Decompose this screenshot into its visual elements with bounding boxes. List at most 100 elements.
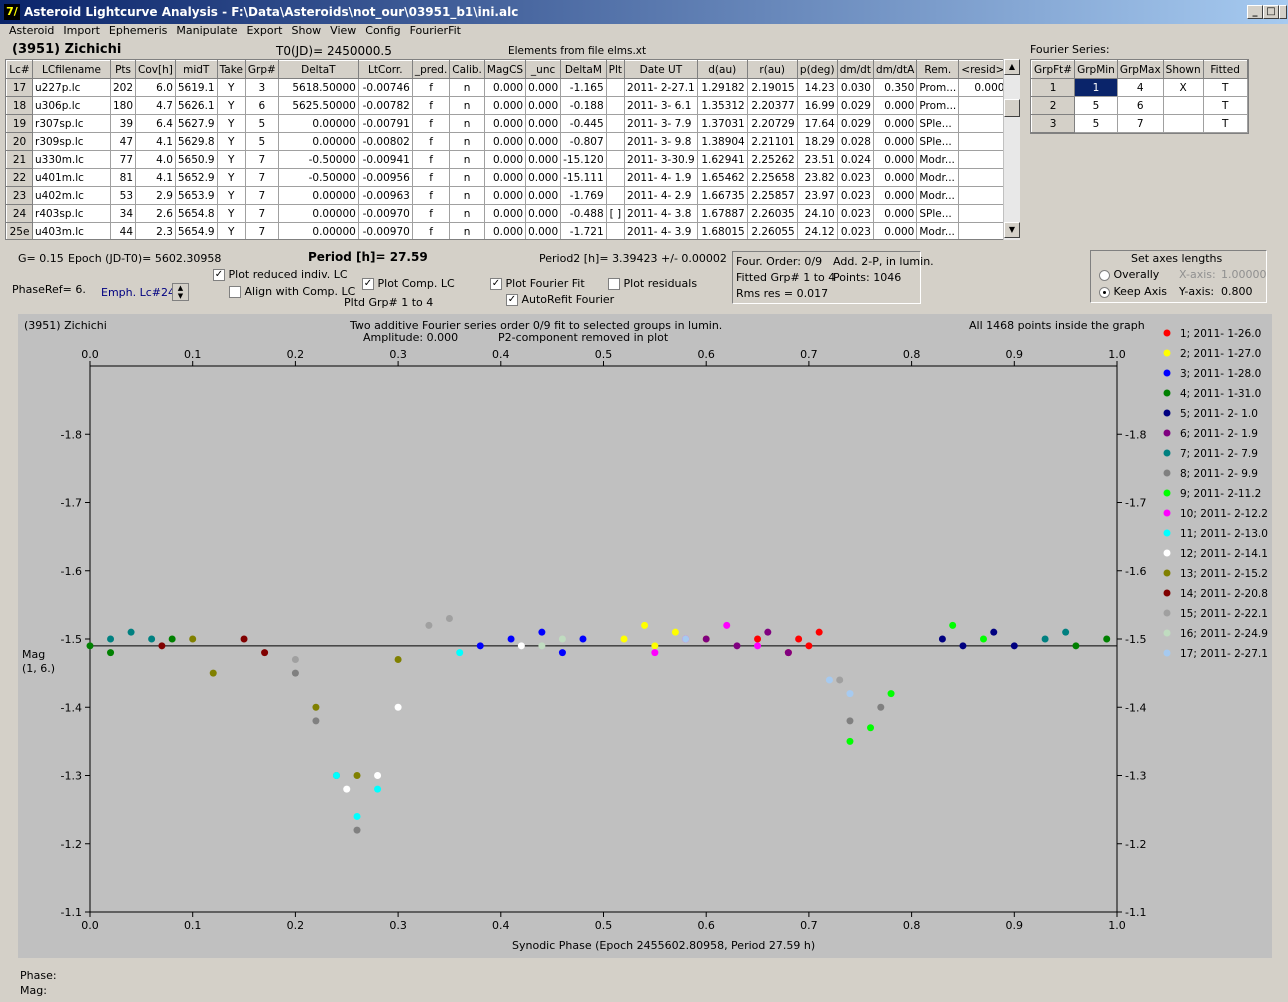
table-cell[interactable]: Y (216, 114, 246, 133)
table-cell[interactable]: 5654.9 (174, 222, 218, 239)
menu-manipulate[interactable]: Manipulate (176, 24, 238, 37)
column-header[interactable]: Rem. (916, 60, 960, 79)
lightcurve-table[interactable]: Lc# LCfilename Pts Cov[h] midT Take Grp# DeltaT… (5, 59, 1019, 240)
table-cell[interactable]: f (411, 186, 451, 205)
table-cell[interactable]: f (411, 132, 451, 151)
align-checkbox[interactable]: Align with Comp. LC (229, 285, 355, 298)
table-cell[interactable]: 2.20377 (746, 96, 798, 115)
table-cell[interactable] (958, 204, 1008, 223)
table-cell[interactable]: Modr... (916, 186, 960, 205)
table-cell[interactable]: 5653.9 (174, 186, 218, 205)
table-cell[interactable]: 0.000 (525, 96, 562, 115)
table-cell[interactable]: -1.721 (560, 222, 607, 239)
table-cell[interactable]: -0.00791 (357, 114, 413, 133)
column-header[interactable]: Cov[h] (135, 60, 176, 79)
table-cell[interactable]: 0.029 (836, 114, 874, 133)
table-cell[interactable]: [ ] (605, 204, 626, 223)
table-cell[interactable]: 0.028 (836, 132, 874, 151)
table-cell[interactable]: n (449, 204, 485, 223)
fourier-cell[interactable]: 2 (1030, 96, 1076, 115)
table-cell[interactable]: 5652.9 (174, 168, 218, 187)
table-cell[interactable]: 18.29 (796, 132, 838, 151)
table-cell[interactable]: 0.000 (483, 96, 527, 115)
table-cell[interactable]: f (411, 114, 451, 133)
table-cell[interactable]: n (449, 186, 485, 205)
table-cell[interactable]: 2.3 (135, 222, 176, 239)
table-cell[interactable]: 0.000 (483, 168, 527, 187)
table-cell[interactable]: 7 (244, 186, 279, 205)
autorefit-checkbox[interactable]: ✓ AutoRefit Fourier (506, 293, 615, 306)
menu-asteroid[interactable]: Asteroid (9, 24, 55, 37)
table-cell[interactable]: 2011- 3- 7.9 (624, 114, 698, 133)
table-cell[interactable]: 14.23 (796, 78, 838, 97)
table-cell[interactable]: 47 (109, 132, 137, 151)
table-cell[interactable]: 0.000 (872, 222, 918, 239)
table-cell[interactable]: 180 (109, 96, 137, 115)
table-cell[interactable]: -0.00802 (357, 132, 413, 151)
close-button[interactable] (1279, 5, 1287, 19)
table-cell[interactable] (958, 168, 1008, 187)
fourier-cell[interactable]: 3 (1030, 114, 1076, 133)
table-cell[interactable]: 4.7 (135, 96, 176, 115)
table-cell[interactable]: 0.000 (872, 204, 918, 223)
keep-axis-radio[interactable]: Keep Axis (1099, 285, 1167, 298)
table-cell[interactable]: f (411, 150, 451, 169)
plot-fourier-checkbox[interactable]: ✓ Plot Fourier Fit (490, 277, 585, 290)
table-cell[interactable]: Y (216, 168, 246, 187)
table-cell[interactable]: 1.35312 (696, 96, 748, 115)
table-cell[interactable]: 2.6 (135, 204, 176, 223)
table-cell[interactable]: 0.00000 (277, 186, 359, 205)
table-row[interactable]: 17 u227p.lc 202 6.0 5619.1 Y 3 5618.50000 -0.007… (6, 78, 1018, 97)
table-cell[interactable]: 23.97 (796, 186, 838, 205)
table-cell[interactable]: 2011- 4- 1.9 (624, 168, 698, 187)
table-cell[interactable]: 1.62941 (696, 150, 748, 169)
fourier-cell[interactable]: T (1202, 114, 1248, 133)
table-cell[interactable]: f (411, 204, 451, 223)
table-cell[interactable]: -0.488 (560, 204, 607, 223)
fourier-cell[interactable]: 6 (1116, 96, 1164, 115)
table-cell[interactable]: -1.769 (560, 186, 607, 205)
table-cell[interactable]: r307sp.lc (32, 114, 111, 133)
table-cell[interactable]: 0.024 (836, 150, 874, 169)
table-cell[interactable]: 0.000 (525, 150, 562, 169)
table-cell[interactable]: -0.50000 (277, 168, 359, 187)
column-header[interactable]: <resid> (958, 60, 1008, 79)
x-axis-value[interactable]: 1.00000 (1221, 268, 1267, 281)
scroll-up-icon[interactable]: ▲ (1004, 59, 1020, 75)
table-cell[interactable]: 21 (6, 150, 33, 169)
table-cell[interactable]: SPle... (916, 114, 960, 133)
table-cell[interactable]: n (449, 168, 485, 187)
table-cell[interactable]: -0.50000 (277, 150, 359, 169)
table-cell[interactable]: n (449, 132, 485, 151)
table-cell[interactable]: 24 (6, 204, 33, 223)
column-header[interactable]: DeltaM (560, 60, 607, 79)
table-cell[interactable]: -0.00782 (357, 96, 413, 115)
table-cell[interactable]: 0.000 (525, 114, 562, 133)
table-cell[interactable]: 24.10 (796, 204, 838, 223)
table-cell[interactable]: 2011- 4- 3.9 (624, 222, 698, 239)
table-cell[interactable]: 0.023 (836, 222, 874, 239)
table-cell[interactable]: 0.00000 (277, 132, 359, 151)
table-cell[interactable]: 2.25857 (746, 186, 798, 205)
table-cell[interactable]: Modr... (916, 222, 960, 239)
table-cell[interactable]: 1.67887 (696, 204, 748, 223)
table-cell[interactable]: 44 (109, 222, 137, 239)
table-cell[interactable] (605, 150, 626, 169)
table-cell[interactable]: SPle... (916, 132, 960, 151)
table-cell[interactable]: -0.188 (560, 96, 607, 115)
table-cell[interactable]: 0.000 (872, 168, 918, 187)
column-header[interactable]: Calib. (449, 60, 485, 79)
table-cell[interactable]: 0.000 (483, 132, 527, 151)
table-cell[interactable] (605, 132, 626, 151)
table-row[interactable]: 21 u330m.lc 77 4.0 5650.9 Y 7 -0.50000 -0.00941 f… (6, 150, 1018, 169)
table-cell[interactable]: -0.00970 (357, 222, 413, 239)
fourier-cell[interactable]: 5 (1074, 96, 1118, 115)
fourier-cell[interactable] (1162, 114, 1204, 133)
table-cell[interactable] (958, 114, 1008, 133)
table-cell[interactable]: 0.350 (872, 78, 918, 97)
column-header[interactable]: d(au) (696, 60, 748, 79)
table-cell[interactable]: 20 (6, 132, 33, 151)
table-cell[interactable]: 5619.1 (174, 78, 218, 97)
menu-fourierfit[interactable]: FourierFit (409, 24, 461, 37)
table-cell[interactable]: u306p.lc (32, 96, 111, 115)
